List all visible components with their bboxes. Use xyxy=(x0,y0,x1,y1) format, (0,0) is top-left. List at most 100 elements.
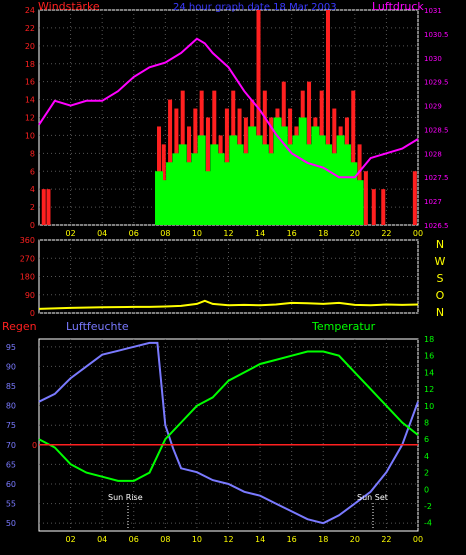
wind-gust-bars xyxy=(155,117,364,225)
bottom-panel-grid xyxy=(39,339,419,531)
humidity-tick-label: 50 xyxy=(6,519,16,528)
wind-gust-bar xyxy=(323,144,332,225)
pressure-tick-label: 1030 xyxy=(424,55,442,63)
time-tick-label: 14 xyxy=(255,535,265,544)
time-tick-label: 02 xyxy=(65,535,75,544)
wind-speed-tick-label: 2 xyxy=(30,203,35,212)
wind-gust-bar xyxy=(330,153,339,225)
temperature-tick-label: 4 xyxy=(424,452,429,461)
wind-gust-bar xyxy=(155,171,164,225)
humidity-tick-label: 65 xyxy=(6,460,16,469)
time-tick-label: 00 xyxy=(413,229,423,238)
wind-speed-tick-label: 20 xyxy=(25,42,35,51)
middle-panel-grid xyxy=(39,239,419,314)
time-tick-label: 10 xyxy=(192,229,202,238)
bottom-time-axis: 02 04 06 08 10 12 14 16 18 20 22 00 xyxy=(65,535,423,544)
time-tick-label: 06 xyxy=(129,535,139,544)
direction-tick-label: 270 xyxy=(20,254,35,263)
temperature-tick-label: 10 xyxy=(424,402,434,411)
time-tick-label: 06 xyxy=(129,229,139,238)
top-time-axis: 02 04 06 08 10 12 14 16 18 20 22 00 xyxy=(65,229,423,238)
time-tick-label: 02 xyxy=(65,229,75,238)
temperature-tick-label: 8 xyxy=(424,418,429,427)
pressure-tick-label: 1028.5 xyxy=(424,126,449,134)
wind-gust-bar xyxy=(159,180,168,225)
wind-speed-bar xyxy=(363,171,368,225)
wind-gust-bar xyxy=(203,171,212,225)
pressure-label: Luftdruck xyxy=(372,0,424,13)
temperature-tick-label: 16 xyxy=(424,352,434,361)
wind-gust-bar xyxy=(273,117,282,225)
temperature-tick-label: 2 xyxy=(424,469,429,478)
humidity-tick-label: 95 xyxy=(6,343,16,352)
sunrise-label: Sun Rise xyxy=(108,493,143,502)
wind-speed-bar xyxy=(371,189,376,225)
wind-gust-bar xyxy=(254,135,263,225)
rain-zero-label: 0 xyxy=(32,441,37,450)
wind-speed-bar xyxy=(46,189,51,225)
pressure-tick-label: 1029.5 xyxy=(424,79,449,87)
humidity-tick-label: 85 xyxy=(6,382,16,391)
temperature-tick-label: -4 xyxy=(424,519,432,528)
pressure-line xyxy=(38,37,419,179)
temperature-tick-label: 14 xyxy=(424,368,434,377)
time-tick-label: 10 xyxy=(192,535,202,544)
temperature-line xyxy=(38,350,419,482)
wind-speed-label: Windstärke xyxy=(38,0,100,13)
wind-direction-line xyxy=(38,299,419,310)
temperature-tick-label: 0 xyxy=(424,485,429,494)
humidity-tick-label: 80 xyxy=(6,402,16,411)
humidity-tick-label: 55 xyxy=(6,500,16,509)
compass-letter: N xyxy=(436,238,444,251)
time-tick-label: 04 xyxy=(97,229,107,238)
wind-speed-tick-label: 14 xyxy=(25,96,35,105)
time-tick-label: 00 xyxy=(413,535,423,544)
humidity-line xyxy=(38,341,419,525)
wind-gust-bar xyxy=(311,126,320,225)
temperature-tick-label: -2 xyxy=(424,502,432,511)
humidity-tick-label: 90 xyxy=(6,362,16,371)
time-tick-label: 22 xyxy=(381,535,391,544)
wind-gust-bar xyxy=(248,126,257,225)
wind-gust-bar xyxy=(197,135,206,225)
wind-gust-bar xyxy=(279,126,288,225)
wind-gust-bar xyxy=(305,144,314,225)
time-tick-label: 16 xyxy=(287,535,297,544)
wind-speed-tick-label: 18 xyxy=(25,60,35,69)
compass-letter: W xyxy=(435,255,446,268)
wind-gust-bar xyxy=(292,135,301,225)
time-tick-label: 12 xyxy=(223,535,233,544)
time-tick-label: 04 xyxy=(97,535,107,544)
humidity-tick-label: 75 xyxy=(6,421,16,430)
wind-speed-bar xyxy=(325,10,330,225)
time-tick-label: 16 xyxy=(287,229,297,238)
wind-speed-tick-label: 0 xyxy=(30,221,35,230)
direction-axis: 0 90 180 270 360 xyxy=(20,236,35,318)
wind-gust-bar xyxy=(229,135,238,225)
temperature-axis: -4 -2 0 2 4 6 8 10 12 14 16 18 xyxy=(424,335,434,528)
time-tick-label: 08 xyxy=(160,535,170,544)
wind-speed-tick-label: 24 xyxy=(25,6,35,15)
wind-speed-tick-label: 16 xyxy=(25,78,35,87)
wind-gust-bar xyxy=(178,144,187,225)
humidity-axis: 50 55 60 65 70 75 80 85 90 95 xyxy=(6,343,16,528)
wind-gust-bar xyxy=(260,144,269,225)
wind-speed-tick-label: 8 xyxy=(30,149,35,158)
pressure-tick-label: 1026.5 xyxy=(424,222,449,230)
wind-gust-bar xyxy=(349,162,358,225)
wind-speed-tick-label: 22 xyxy=(25,24,35,33)
chart-title: 24 hour graph date 18 Mar 2003 xyxy=(173,2,337,13)
wind-speed-tick-label: 6 xyxy=(30,167,35,176)
wind-gust-bar xyxy=(235,144,244,225)
direction-tick-label: 0 xyxy=(30,309,35,318)
temperature-tick-label: 6 xyxy=(424,435,429,444)
wind-speed-tick-label: 12 xyxy=(25,114,35,123)
wind-gust-bar xyxy=(336,135,345,225)
wind-gust-bar xyxy=(166,162,175,225)
pressure-tick-label: 1029 xyxy=(424,103,442,111)
pressure-axis: 1026.5 1027 1027.5 1028 1028.5 1029 1029.5 1030… xyxy=(424,7,449,230)
